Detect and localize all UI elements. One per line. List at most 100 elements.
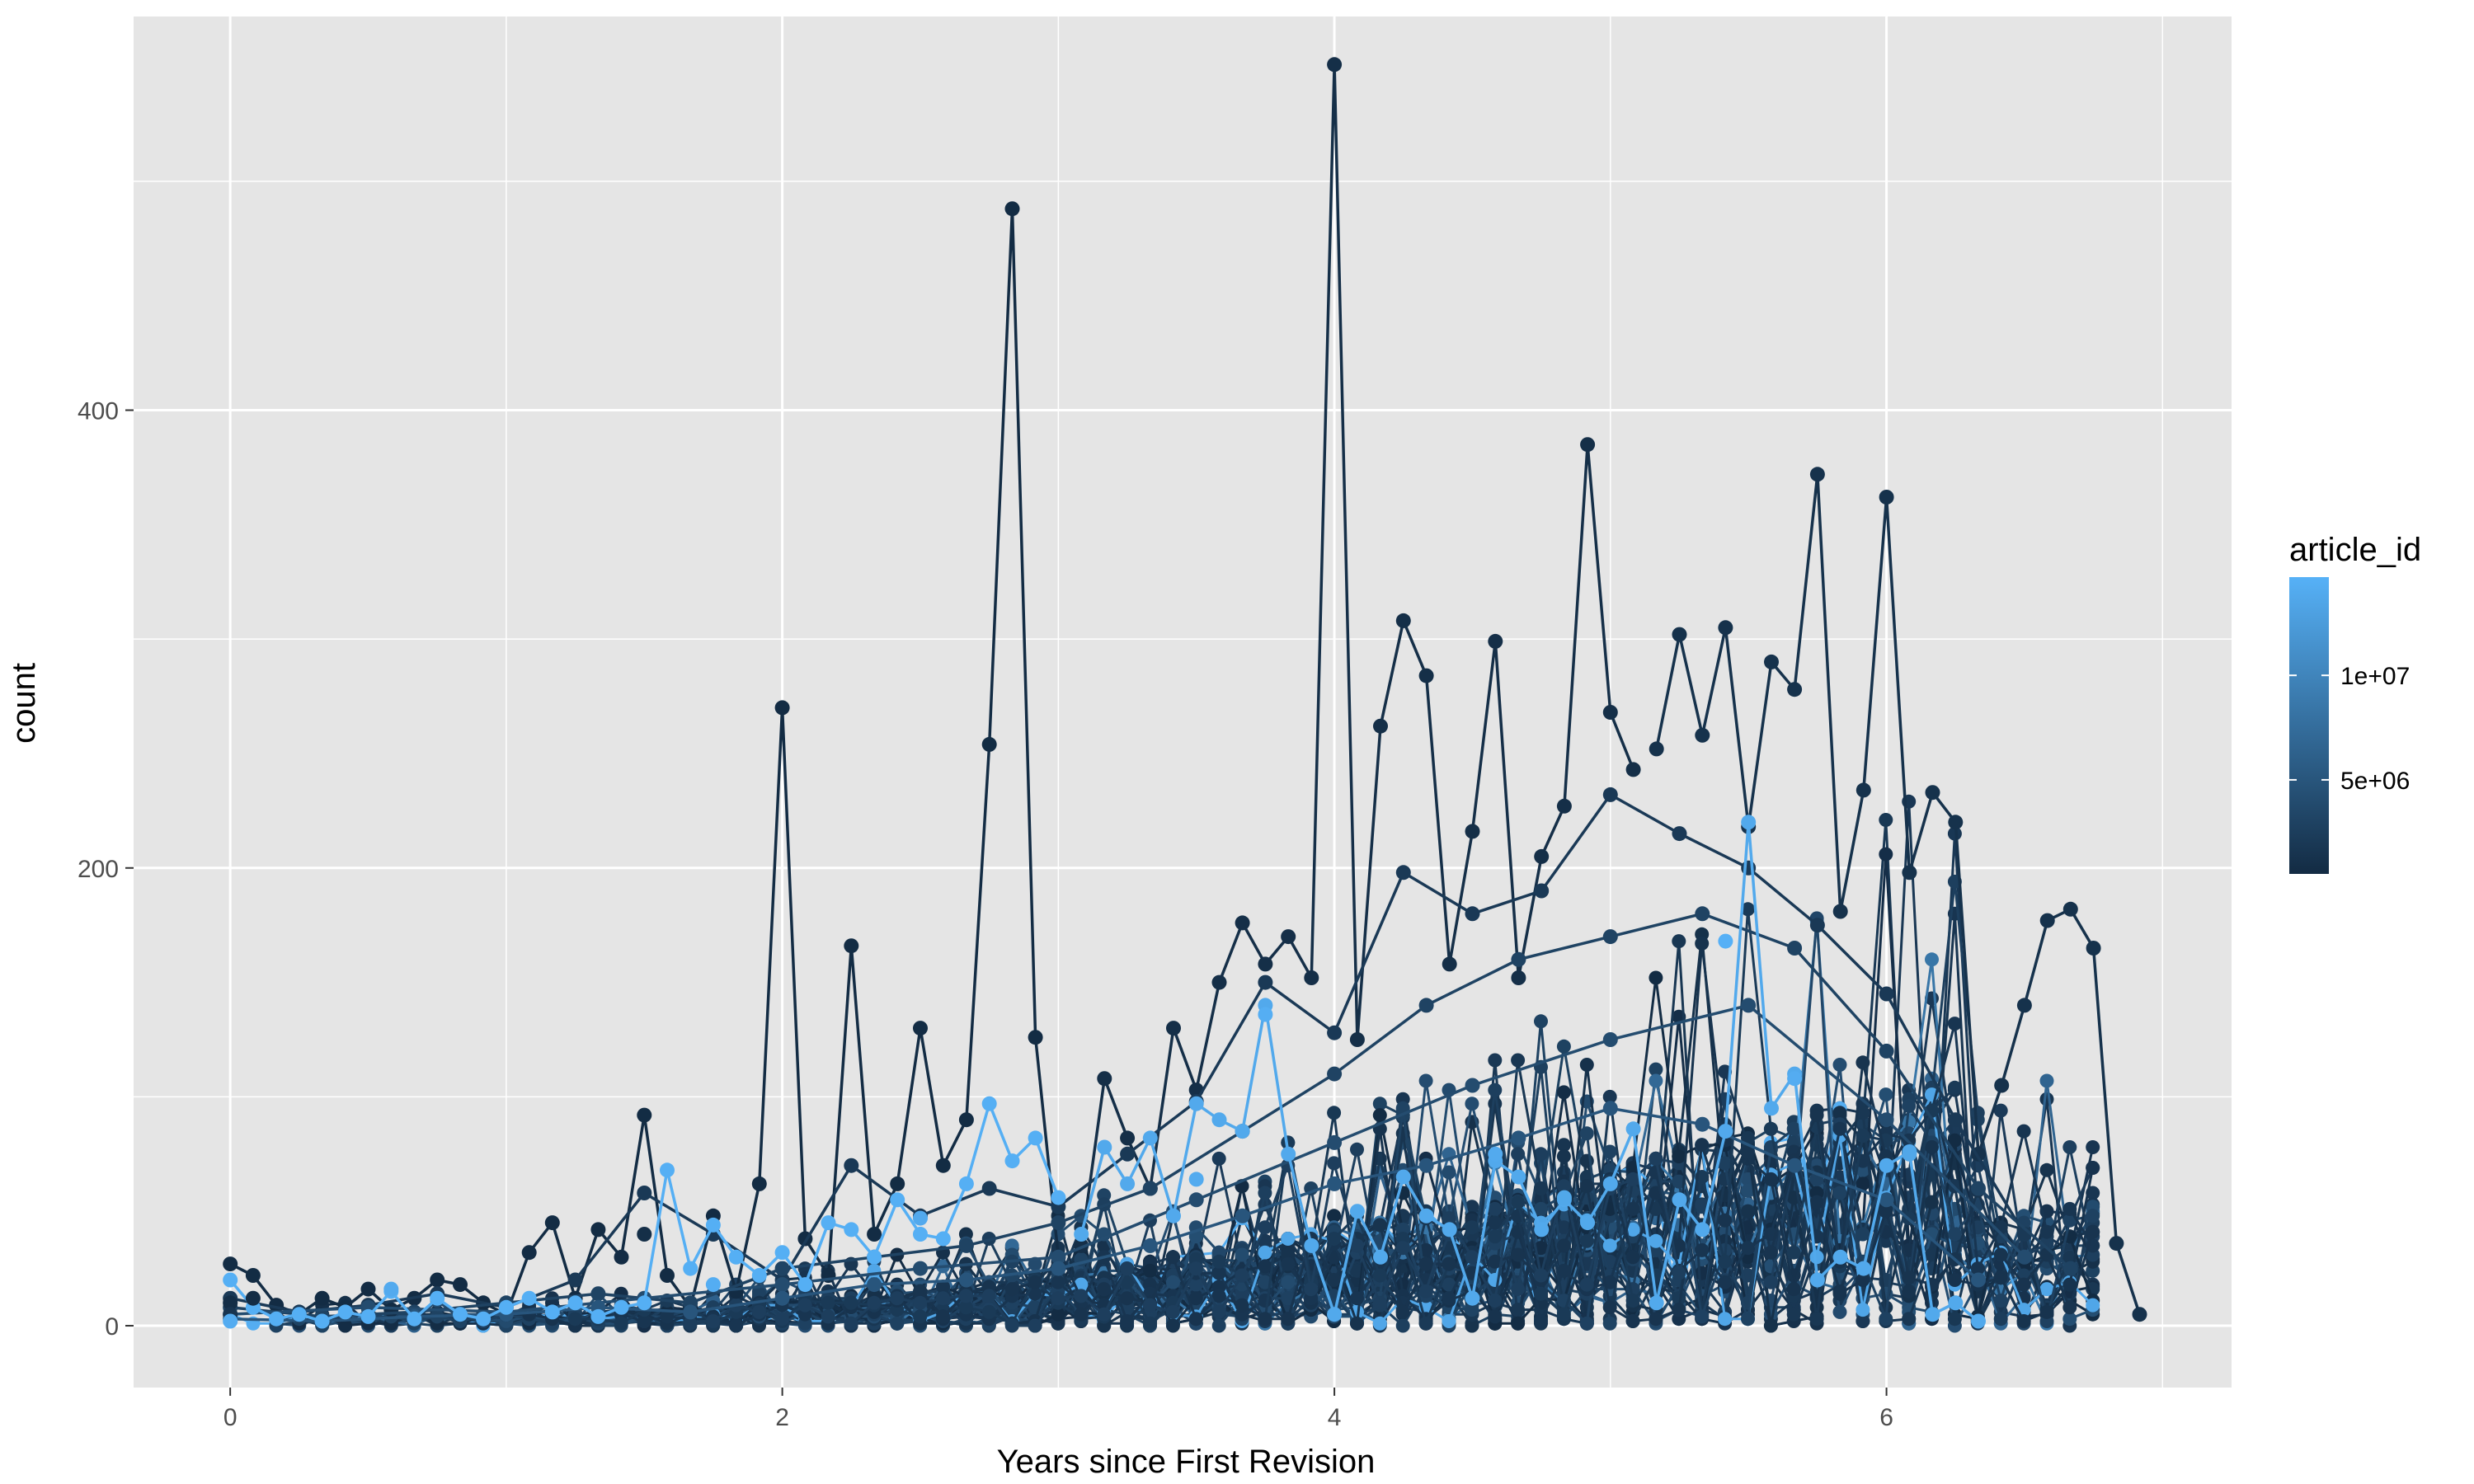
y-tick-label: 400 bbox=[78, 398, 119, 425]
data-point bbox=[1649, 741, 1664, 757]
band-point bbox=[2062, 1312, 2077, 1327]
data-point bbox=[1465, 1290, 1480, 1306]
data-point bbox=[1602, 787, 1618, 802]
data-point bbox=[1051, 1261, 1066, 1276]
band-point bbox=[1074, 1307, 1089, 1322]
data-point bbox=[1142, 1237, 1158, 1253]
band-point bbox=[1786, 1121, 1801, 1136]
data-point bbox=[453, 1277, 468, 1293]
data-point bbox=[1787, 941, 1803, 956]
data-point bbox=[1097, 1139, 1112, 1155]
data-point bbox=[1602, 929, 1618, 945]
y-tick-label: 200 bbox=[78, 856, 119, 883]
data-point bbox=[1672, 627, 1687, 642]
band-point bbox=[1511, 1316, 1526, 1331]
data-point bbox=[981, 1096, 997, 1111]
data-point bbox=[1856, 782, 1871, 798]
data-point bbox=[1511, 1169, 1526, 1185]
data-point bbox=[544, 1215, 560, 1231]
band-point bbox=[1809, 1312, 1824, 1327]
colorbar-label: 1e+07 bbox=[2340, 663, 2410, 690]
band-point bbox=[1741, 902, 1755, 917]
band-point bbox=[567, 1312, 582, 1327]
data-point bbox=[913, 1261, 928, 1276]
data-point bbox=[683, 1304, 698, 1320]
band-point bbox=[2039, 1073, 2054, 1088]
data-point bbox=[1166, 1208, 1181, 1223]
band-point bbox=[1832, 1286, 1847, 1301]
data-point bbox=[314, 1290, 330, 1306]
data-point bbox=[2109, 1236, 2124, 1252]
data-point bbox=[1418, 1208, 1434, 1223]
data-point bbox=[1764, 1101, 1779, 1116]
data-point bbox=[981, 1181, 997, 1196]
band-point bbox=[1579, 1316, 1594, 1331]
band-point bbox=[1649, 1312, 1663, 1327]
band-point bbox=[981, 1304, 996, 1319]
data-point bbox=[1028, 1030, 1043, 1045]
band-point bbox=[844, 1295, 858, 1310]
y-axis-title: count bbox=[6, 663, 42, 744]
band-point bbox=[2016, 1314, 2031, 1328]
band-point bbox=[1579, 1233, 1594, 1248]
band-point bbox=[1556, 1085, 1571, 1100]
band-point bbox=[1465, 1318, 1479, 1333]
data-point bbox=[728, 1249, 744, 1265]
band-point bbox=[1741, 1241, 1755, 1256]
band-point bbox=[1741, 1183, 1755, 1198]
data-point bbox=[1787, 682, 1803, 697]
band-point bbox=[1097, 1282, 1112, 1297]
data-point bbox=[1327, 1176, 1343, 1191]
band-point bbox=[1488, 1201, 1503, 1216]
band-point bbox=[1188, 1312, 1203, 1327]
data-point bbox=[1902, 1146, 1917, 1162]
data-point bbox=[614, 1299, 629, 1315]
band-point bbox=[1120, 1275, 1135, 1289]
band-point bbox=[338, 1318, 353, 1333]
band-point bbox=[1832, 1186, 1847, 1200]
band-point bbox=[1947, 826, 1962, 841]
band-point bbox=[1925, 952, 1939, 967]
band-point bbox=[1258, 1294, 1272, 1308]
data-point bbox=[1304, 970, 1319, 985]
band-point bbox=[1902, 1312, 1917, 1327]
band-point bbox=[844, 1316, 858, 1331]
band-point bbox=[683, 1316, 698, 1331]
band-point bbox=[1372, 1268, 1387, 1283]
band-point bbox=[1534, 1201, 1548, 1216]
band-point bbox=[1028, 1286, 1042, 1301]
data-point bbox=[360, 1308, 376, 1324]
data-point bbox=[1395, 613, 1411, 628]
band-point bbox=[1625, 1201, 1640, 1216]
data-point bbox=[245, 1290, 261, 1306]
band-point bbox=[1970, 1261, 1985, 1276]
band-point bbox=[660, 1309, 675, 1324]
band-point bbox=[1786, 1245, 1801, 1260]
data-point bbox=[476, 1311, 492, 1327]
data-point bbox=[1925, 785, 1940, 801]
band-point bbox=[1947, 1273, 1962, 1287]
band-point bbox=[1649, 970, 1663, 985]
band-point bbox=[1488, 1082, 1503, 1097]
band-point bbox=[1511, 1303, 1526, 1317]
data-point bbox=[1948, 815, 1964, 830]
data-point bbox=[1879, 490, 1894, 505]
data-point bbox=[614, 1249, 629, 1265]
data-point bbox=[660, 1268, 675, 1283]
band-point bbox=[1695, 1309, 1710, 1324]
band-point bbox=[1511, 1195, 1526, 1209]
band-point bbox=[1004, 1282, 1019, 1297]
band-point bbox=[1442, 1211, 1456, 1226]
data-point bbox=[1625, 1121, 1641, 1137]
band-point bbox=[1695, 936, 1710, 951]
band-point bbox=[1809, 1108, 1824, 1123]
data-point bbox=[1188, 1172, 1204, 1187]
band-point bbox=[1970, 1106, 1985, 1120]
data-point bbox=[1074, 1227, 1089, 1242]
band-point bbox=[1488, 1309, 1503, 1324]
data-point bbox=[1718, 620, 1733, 636]
band-point bbox=[890, 1316, 905, 1331]
data-point bbox=[590, 1286, 606, 1302]
data-point bbox=[1051, 1249, 1066, 1265]
band-point bbox=[614, 1316, 628, 1331]
